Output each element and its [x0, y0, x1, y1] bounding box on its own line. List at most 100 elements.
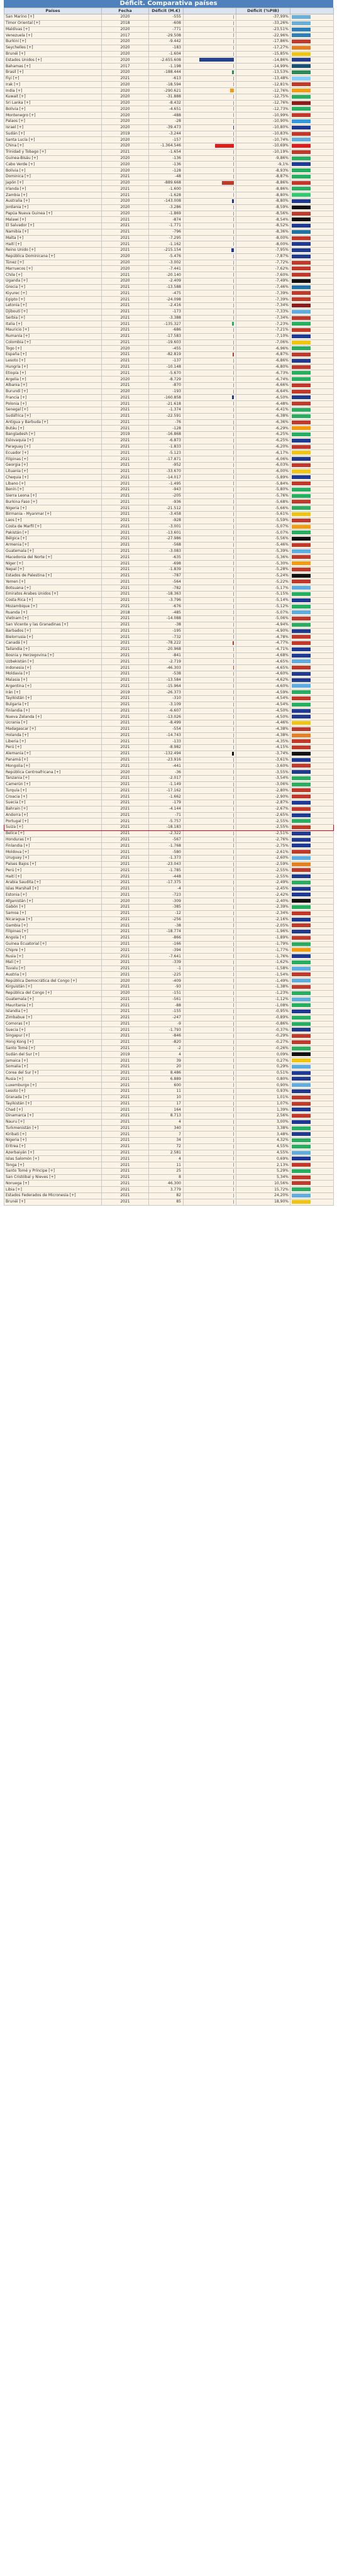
country-link[interactable]: Chad [+] [4, 1106, 102, 1114]
country-link[interactable]: República del Congo [+] [4, 989, 102, 997]
country-link[interactable]: Mozambique [+] [4, 603, 102, 610]
table-row[interactable]: Mauritania [+] 2021 -88 -1,08% [4, 1002, 334, 1010]
country-link[interactable]: Australia [+] [4, 197, 102, 205]
country-link[interactable]: Chequia [+] [4, 474, 102, 482]
country-link[interactable]: Bélgica [+] [4, 536, 102, 542]
country-link[interactable]: Somalia [+] [4, 1063, 102, 1071]
country-link[interactable]: Costa de Marfil [+] [4, 523, 102, 531]
table-row[interactable]: Seychelles [+] 2020 -183 -17,27% [4, 44, 334, 52]
country-link[interactable]: Birmania - Myanmar [+] [4, 511, 102, 518]
table-row[interactable]: Malawi [+] 2021 -874 -8,54% [4, 216, 334, 224]
table-row[interactable]: Chad [+] 2021 164 1,39% [4, 1106, 334, 1114]
table-row[interactable]: República Centroafricana [+] 2020 -36 -3,55… [4, 769, 334, 776]
country-link[interactable]: Polonia [+] [4, 400, 102, 407]
table-row[interactable]: Bélgica [+] 2021 -27.986 -5,56% [4, 536, 334, 542]
country-link[interactable]: Letonia [+] [4, 302, 102, 309]
table-row[interactable]: Armenia [+] 2021 -568 -5,46% [4, 541, 334, 549]
country-link[interactable]: Zimbabue [+] [4, 1014, 102, 1021]
country-link[interactable]: Paraguay [+] [4, 443, 102, 451]
table-row[interactable]: Reino Unido [+] 2021 -215.154 -7,95% [4, 247, 334, 254]
country-link[interactable]: Islas Marshall [+] [4, 885, 102, 893]
table-row[interactable]: Togo [+] 2020 -455 -6,96% [4, 345, 334, 353]
table-row[interactable]: Mauricio [+] 2021 -686 -7,21% [4, 327, 334, 334]
table-row[interactable]: Bosnia y Herzegovina [+] 2021 -841 -4,68% [4, 652, 334, 659]
country-link[interactable]: Angola [+] [4, 934, 102, 942]
table-row[interactable]: Jamaica [+] 2021 39 0,27% [4, 1057, 334, 1064]
table-row[interactable]: Polonia [+] 2021 -21.618 -6,48% [4, 400, 334, 407]
country-link[interactable]: Brunéi [+] [4, 50, 102, 58]
country-link[interactable]: San Cristóbal y Nieves [+] [4, 1174, 102, 1181]
country-link[interactable]: Suecia [+] [4, 800, 102, 806]
table-row[interactable]: Mali [+] 2021 -339 -1,62% [4, 959, 334, 966]
country-link[interactable]: Serbia [+] [4, 314, 102, 322]
country-link[interactable]: Pakistán [+] [4, 529, 102, 537]
table-row[interactable]: Gabón [+] 2021 -385 -2,39% [4, 904, 334, 911]
country-link[interactable]: Luxemburgo [+] [4, 1082, 102, 1089]
table-row[interactable]: Austria [+] 2021 -225 -1,54% [4, 971, 334, 979]
country-link[interactable]: Costa Rica [+] [4, 597, 102, 604]
table-row[interactable]: Trinidad y Tobago [+] 2021 -1.654 -10,19% [4, 148, 334, 156]
table-row[interactable]: Emiratos Árabes Unidos [+] 2021 -18.363 -5,… [4, 590, 334, 598]
table-row[interactable]: Japón [+] 2020 -889.668 -8,86% [4, 179, 334, 187]
table-row[interactable]: Azerbaiyán [+] 2021 2.581 4,55% [4, 1149, 334, 1157]
table-row[interactable]: Nauru [+] 2021 4 3,00% [4, 1118, 334, 1126]
table-row[interactable]: Finlandia [+] 2021 -1.768 -2,75% [4, 842, 334, 850]
country-link[interactable]: El Salvador [+] [4, 223, 102, 229]
table-row[interactable]: Guatemala [+] 2021 -561 -1,12% [4, 996, 334, 1003]
table-row[interactable]: República Dominicana [+] 2020 -5.476 -7,87% [4, 253, 334, 260]
table-row[interactable]: Tonga [+] 2021 11 2,13% [4, 1162, 334, 1169]
table-row[interactable]: Fiyi [+] 2021 -613 -13,48% [4, 75, 334, 82]
country-link[interactable]: Madagascar [+] [4, 725, 102, 733]
table-row[interactable]: Burkina Faso [+] 2021 -936 -5,68% [4, 498, 334, 506]
table-row[interactable]: Perú [+] 2021 -8.982 -4,15% [4, 744, 334, 751]
country-link[interactable]: San Vicente y las Granadinas [+] [4, 621, 102, 629]
table-row[interactable]: Moldova [+] 2021 -580 -2,61% [4, 849, 334, 856]
country-link[interactable]: Malta [+] [4, 234, 102, 242]
table-row[interactable]: Barbados [+] 2021 -195 -4,90% [4, 627, 334, 635]
table-row[interactable]: San Cristóbal y Nieves [+] 2021 8 5,34% [4, 1174, 334, 1181]
country-link[interactable]: Andorra [+] [4, 812, 102, 819]
table-row[interactable]: Eritrea [+] 2021 72 4,55% [4, 1143, 334, 1150]
table-row[interactable]: Cabo Verde [+] 2020 -136 -9,1% [4, 161, 334, 168]
table-row[interactable]: Tanzania [+] 2021 -2.017 -3,54% [4, 774, 334, 782]
country-link[interactable]: Francia [+] [4, 394, 102, 402]
country-link[interactable]: Honduras [+] [4, 836, 102, 844]
country-link[interactable]: Kiribati [+] [4, 1131, 102, 1138]
table-row[interactable]: República del Congo [+] 2020 -151 -1,23% [4, 989, 334, 997]
country-link[interactable]: Tanzania [+] [4, 774, 102, 782]
table-row[interactable]: Djibouti [+] 2021 -173 -7,33% [4, 308, 334, 316]
table-row[interactable]: Timor Oriental [+] 2018 -608 -33,26% [4, 19, 334, 27]
table-row[interactable]: Botsuana [+] 2021 -782 -5,17% [4, 585, 334, 592]
table-row[interactable]: Grecia [+] 2021 -13.588 -7,46% [4, 283, 334, 291]
country-link[interactable]: Sudán del Sur [+] [4, 1051, 102, 1059]
table-row[interactable]: Uganda [+] 2020 -2.409 -7,49% [4, 277, 334, 285]
country-link[interactable]: Azerbaiyán [+] [4, 1149, 102, 1157]
table-row[interactable]: Samoa [+] 2021 -12 -2,34% [4, 910, 334, 917]
country-link[interactable]: Argentina [+] [4, 683, 102, 690]
country-link[interactable]: Turquía [+] [4, 787, 102, 795]
country-link[interactable]: Rumanía [+] [4, 333, 102, 340]
country-link[interactable]: Corea del Sur [+] [4, 1069, 102, 1077]
table-row[interactable]: Liberia [+] 2021 -133 -4,35% [4, 738, 334, 746]
country-link[interactable]: Chile [+] [4, 272, 102, 278]
table-row[interactable]: Nigeria [+] 2021 -21.512 -5,66% [4, 505, 334, 512]
table-row[interactable]: Butáu [+] 2021 -128 -6,29% [4, 425, 334, 432]
country-link[interactable]: Djibouti [+] [4, 308, 102, 316]
country-link[interactable]: Austria [+] [4, 971, 102, 979]
table-row[interactable]: Zambia [+] 2021 -1.628 -8,80% [4, 192, 334, 199]
table-row[interactable]: Kirguistán [+] 2021 -93 -1,38% [4, 983, 334, 991]
table-row[interactable]: Tailandia [+] 2021 -20.968 -4,71% [4, 646, 334, 653]
country-link[interactable]: Nigeria [+] [4, 505, 102, 512]
table-row[interactable]: Guatemala [+] 2021 -3.083 -5,39% [4, 548, 334, 555]
country-link[interactable]: Burkina Faso [+] [4, 498, 102, 506]
country-link[interactable]: Mali [+] [4, 959, 102, 966]
country-link[interactable]: Sierra Leona [+] [4, 492, 102, 500]
table-row[interactable]: Pakistán [+] 2021 -13.601 -5,07% [4, 529, 334, 537]
country-link[interactable]: Afganistán [+] [4, 898, 102, 905]
country-link[interactable]: Estados de Palestina [+] [4, 572, 102, 580]
table-row[interactable]: Sierra Leona [+] 2021 -205 -5,76% [4, 492, 334, 500]
country-link[interactable]: Indonesia [+] [4, 664, 102, 671]
country-link[interactable]: Ucrania [+] [4, 720, 102, 727]
table-row[interactable]: Egipto [+] 2021 -24.098 -7,39% [4, 296, 334, 303]
country-link[interactable]: Samoa [+] [4, 910, 102, 917]
